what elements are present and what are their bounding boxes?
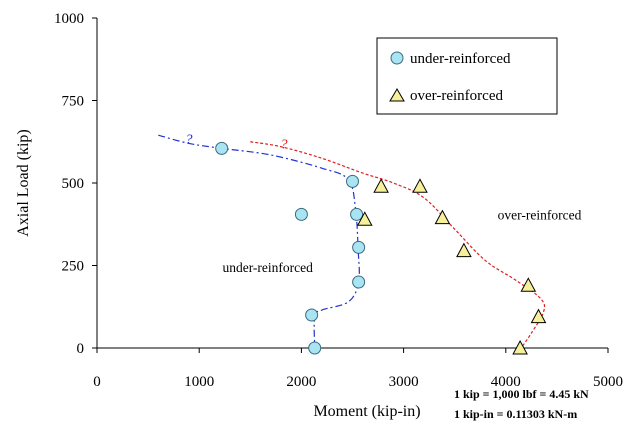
y-axis-title: Axial Load (kip)	[15, 129, 32, 237]
data-points	[215, 141, 547, 355]
tick-labels: 0 1000 2000 3000 4000 5000 0 250 500 750 1000	[54, 11, 623, 390]
x-tick-label: 1000	[184, 374, 214, 390]
point-under-reinforced	[215, 141, 229, 155]
x-tick-label: 3000	[389, 374, 419, 390]
point-over-reinforced	[356, 211, 373, 226]
annotations: ? ? under-reinforced over-reinforced	[185, 132, 581, 275]
point-over-reinforced	[530, 308, 547, 324]
legend-circle-marker	[390, 51, 404, 65]
question-mark-annotation: ?	[281, 137, 288, 152]
point-under-reinforced	[308, 341, 322, 355]
y-tick-label: 250	[62, 259, 85, 275]
x-tick-label: 4000	[491, 374, 521, 390]
legend-label-under-reinforced: under-reinforced	[410, 51, 511, 67]
region-label: over-reinforced	[498, 207, 582, 222]
x-tick-label: 2000	[286, 374, 316, 390]
boundary-curves	[158, 134, 546, 349]
x-tick-label: 0	[93, 374, 101, 390]
point-over-reinforced	[412, 178, 428, 193]
unit-note-kip: 1 kip = 1,000 lbf = 4.45 kN	[454, 387, 589, 401]
x-tick-label: 5000	[593, 374, 623, 390]
point-under-reinforced	[305, 308, 319, 322]
point-under-reinforced	[352, 275, 366, 289]
point-over-reinforced	[373, 178, 389, 193]
point-over-reinforced	[456, 242, 472, 258]
unit-note-kip-in: 1 kip-in = 0.11303 kN-m	[454, 407, 577, 421]
point-under-reinforced	[294, 207, 308, 221]
region-label: under-reinforced	[222, 260, 313, 275]
x-axis-title: Moment (kip-in)	[313, 403, 420, 420]
boundary-curve-over-reinforced	[250, 141, 546, 349]
point-over-reinforced	[434, 209, 451, 225]
point-under-reinforced	[352, 240, 366, 254]
point-over-reinforced	[512, 339, 528, 355]
legend: under-reinforced over-reinforced	[376, 37, 558, 115]
point-over-reinforced	[520, 277, 537, 292]
legend-label-over-reinforced: over-reinforced	[410, 88, 503, 104]
legend-triangle-marker	[389, 88, 405, 102]
point-under-reinforced	[350, 207, 364, 221]
y-tick-label: 750	[62, 94, 85, 110]
legend-box	[376, 37, 558, 115]
point-under-reinforced	[346, 174, 359, 188]
y-tick-label: 0	[77, 341, 85, 357]
question-mark-annotation: ?	[185, 132, 192, 147]
y-tick-label: 500	[62, 176, 85, 192]
boundary-curve-under-reinforced	[158, 134, 360, 349]
y-tick-label: 1000	[54, 11, 84, 27]
